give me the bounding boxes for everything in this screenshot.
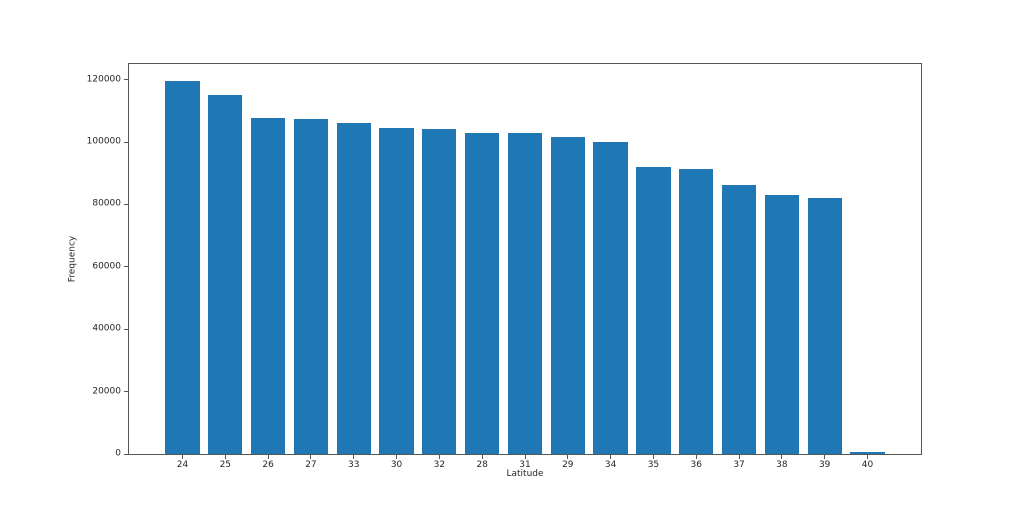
x-tick-mark [610,455,612,459]
plot-area: 0 20000 40000 60000 80000 100000 120000 24 25 26 2… [87,63,922,470]
y-tick-label: 120000 [86,74,121,85]
bar-25 [208,94,243,454]
x-tick-label: 35 [647,460,660,470]
x-tick-label: 27 [305,460,317,470]
x-tick-mark [866,455,868,459]
x-tick-mark [738,455,740,459]
y-tick-mark [124,328,128,330]
y-tick-label: 0 [115,448,121,459]
bar-35 [636,166,671,454]
x-tick-label: 32 [433,460,446,470]
x-tick-label: 34 [604,460,617,470]
bar-24 [165,81,200,454]
y-tick-mark [124,266,128,268]
x-tick-mark [781,455,783,459]
x-tick-mark [695,455,697,459]
x-tick-label: 39 [818,460,831,470]
x-tick-label: 36 [690,460,702,470]
bar-37 [721,185,757,454]
bar-36 [679,168,714,454]
x-tick-label: 25 [219,460,232,470]
x-tick-label: 31 [519,460,531,470]
x-tick-label: 33 [348,460,360,470]
bar-31 [507,132,543,454]
x-tick-label: 28 [476,460,488,470]
y-tick-label: 60000 [92,261,121,272]
x-tick-mark [481,455,483,459]
bar-28 [465,132,500,454]
x-tick-mark [438,455,440,459]
x-tick-mark [310,455,312,459]
bar-27 [293,118,329,454]
x-tick-label: 30 [390,460,403,470]
bar-33 [336,122,371,454]
x-tick-mark [224,455,226,459]
bar-30 [379,127,414,454]
bar-26 [251,117,286,454]
x-tick-label: 24 [176,460,189,470]
bar-29 [550,137,585,454]
x-tick-mark [524,455,526,459]
x-tick-mark [824,455,826,459]
y-tick-label: 100000 [86,136,121,147]
x-axis-title: Latitude [506,469,544,479]
x-tick-mark [182,455,183,459]
y-tick-label: 20000 [92,386,121,397]
y-axis-title: Frequency [67,235,78,283]
bar-38 [764,195,799,454]
x-tick-label: 40 [861,460,874,470]
x-tick-mark [396,455,398,459]
y-tick-label: 80000 [92,198,121,209]
x-tick-label: 26 [262,460,274,470]
x-tick-label: 38 [776,460,788,470]
bar-34 [593,142,628,454]
y-tick-mark [124,203,128,205]
bar-39 [807,197,842,454]
x-tick-mark [267,455,269,459]
y-tick-mark [124,79,128,81]
y-tick-mark [124,141,128,143]
y-tick-mark [124,391,128,393]
x-tick-label: 37 [733,460,745,470]
x-tick-mark [567,455,569,459]
x-tick-label: 29 [562,460,574,470]
y-tick-mark [124,453,128,455]
x-tick-mark [652,455,654,459]
bar-40 [850,451,885,454]
y-tick-label: 40000 [92,323,121,334]
x-tick-mark [353,455,355,459]
bar-32 [422,129,457,454]
